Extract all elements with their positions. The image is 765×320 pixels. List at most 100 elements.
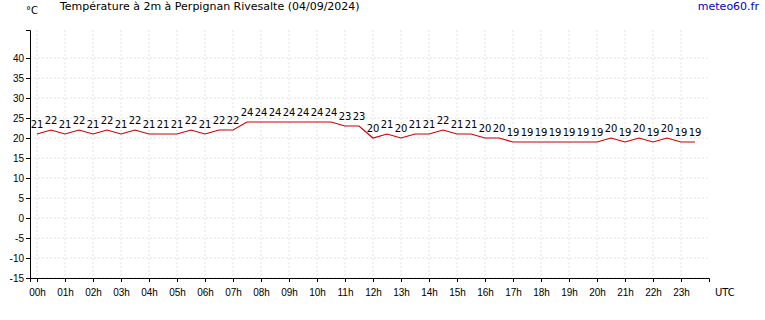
data-label: 19 <box>591 127 604 138</box>
y-tick-label: -10 <box>10 253 25 264</box>
data-label: 20 <box>367 123 380 134</box>
data-label: 19 <box>507 127 520 138</box>
data-label: 19 <box>689 127 702 138</box>
x-tick-mark <box>429 278 430 282</box>
x-tick-mark <box>653 278 654 282</box>
data-label: 24 <box>283 107 296 118</box>
x-grid-line <box>513 30 514 278</box>
data-label: 21 <box>31 119 44 130</box>
x-tick: 15h <box>449 278 466 298</box>
x-grid-line <box>597 30 598 278</box>
data-label: 22 <box>185 115 198 126</box>
y-tick-label: 30 <box>13 93 25 104</box>
data-label: 20 <box>633 123 646 134</box>
y-tick: -15 <box>10 273 30 284</box>
x-tick: 03h <box>113 278 130 298</box>
x-grid-line <box>429 30 430 278</box>
y-grid-line <box>30 178 709 179</box>
data-label: 19 <box>563 127 576 138</box>
y-tick-label: 5 <box>18 193 24 204</box>
x-tick-mark <box>373 278 374 282</box>
data-label: 24 <box>311 107 324 118</box>
x-grid-line <box>653 30 654 278</box>
chart: -15-10-5051015202530354000h01h02h03h04h0… <box>0 0 765 320</box>
x-grid-line <box>401 30 402 278</box>
x-tick-label: 02h <box>85 287 102 298</box>
x-grid-line <box>457 30 458 278</box>
data-label: 19 <box>549 127 562 138</box>
data-label: 19 <box>647 127 660 138</box>
x-tick-label: 10h <box>309 287 326 298</box>
data-label: 21 <box>423 119 436 130</box>
y-tick-mark <box>26 278 30 279</box>
data-label: 21 <box>465 119 478 130</box>
y-grid-line <box>30 258 709 259</box>
x-tick-mark <box>681 278 682 282</box>
data-label: 21 <box>143 119 156 130</box>
x-tick-label: 04h <box>141 287 158 298</box>
y-grid-line <box>30 158 709 159</box>
y-tick: 15 <box>13 153 30 164</box>
data-label: 22 <box>437 115 450 126</box>
x-tick: 07h <box>225 278 242 298</box>
x-grid-line <box>149 30 150 278</box>
x-tick-mark <box>345 278 346 282</box>
x-tick: 10h <box>309 278 326 298</box>
x-tick-label: 22h <box>645 287 662 298</box>
y-tick-label: 25 <box>13 113 25 124</box>
x-grid-line <box>37 30 38 278</box>
x-tick-label: 08h <box>253 287 270 298</box>
y-grid-line <box>30 98 709 99</box>
x-grid-line <box>485 30 486 278</box>
x-grid-line <box>261 30 262 278</box>
x-grid-line <box>289 30 290 278</box>
x-tick-mark <box>121 278 122 282</box>
y-tick-mark <box>26 258 30 259</box>
x-grid-line <box>233 30 234 278</box>
x-tick: 17h <box>505 278 522 298</box>
x-tick-mark <box>317 278 318 282</box>
y-tick: -10 <box>10 253 30 264</box>
x-tick-label: 13h <box>393 287 410 298</box>
x-tick-label: 20h <box>589 287 606 298</box>
y-tick-label: -15 <box>10 273 25 284</box>
x-tick-label: 09h <box>281 287 298 298</box>
x-tick: 12h <box>365 278 382 298</box>
x-tick: 05h <box>169 278 186 298</box>
data-label: 20 <box>395 123 408 134</box>
x-tick: 14h <box>421 278 438 298</box>
data-label: 20 <box>605 123 618 134</box>
data-label: 24 <box>269 107 282 118</box>
x-tick-mark <box>205 278 206 282</box>
x-tick: 04h <box>141 278 158 298</box>
x-tick: 09h <box>281 278 298 298</box>
y-tick: 5 <box>18 193 30 204</box>
data-label: 24 <box>325 107 338 118</box>
y-tick: 30 <box>13 93 30 104</box>
y-grid-line <box>30 138 709 139</box>
y-tick: 40 <box>13 53 30 64</box>
y-tick-mark <box>26 238 30 239</box>
data-label: 22 <box>101 115 114 126</box>
y-axis: -15-10-50510152025303540 <box>10 31 31 284</box>
x-tick-mark <box>93 278 94 282</box>
x-tick-label: 03h <box>113 287 130 298</box>
data-label: 19 <box>619 127 632 138</box>
data-label: 21 <box>157 119 170 130</box>
y-tick-mark <box>26 178 30 179</box>
x-tick-label: 14h <box>421 287 438 298</box>
data-label: 22 <box>45 115 58 126</box>
y-tick-label: -5 <box>15 233 24 244</box>
x-tick-label: 07h <box>225 287 242 298</box>
data-label: 23 <box>339 111 352 122</box>
y-grid-line <box>30 198 709 199</box>
y-tick-mark <box>26 98 30 99</box>
x-grid-line <box>345 30 346 278</box>
data-label: 20 <box>479 123 492 134</box>
x-grid-line <box>177 30 178 278</box>
x-tick-label: 06h <box>197 287 214 298</box>
x-tick-label: 23h <box>673 287 690 298</box>
x-tick-mark <box>65 278 66 282</box>
x-tick-label: 01h <box>57 287 74 298</box>
data-label: 21 <box>381 119 394 130</box>
